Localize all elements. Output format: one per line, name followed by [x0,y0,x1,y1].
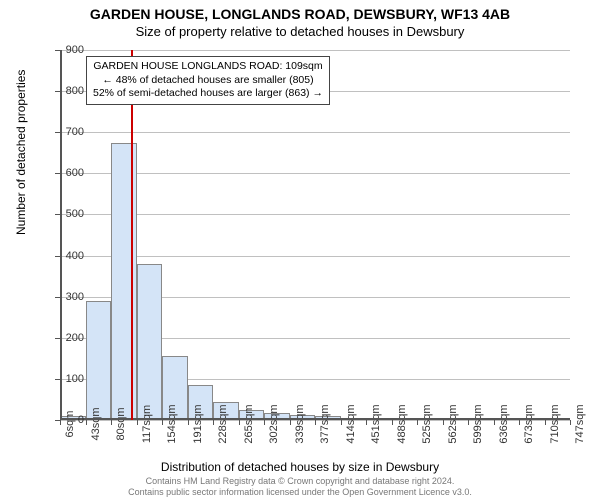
x-tick-label: 265sqm [243,404,255,443]
x-tick-label: 80sqm [115,407,127,440]
x-axis-label: Distribution of detached houses by size … [0,460,600,474]
x-tick [366,420,367,425]
x-tick-label: 6sqm [64,411,76,438]
x-tick-label: 599sqm [472,404,484,443]
x-tick-label: 414sqm [345,404,357,443]
x-tick [494,420,495,425]
x-tick-label: 339sqm [294,404,306,443]
x-tick-label: 747sqm [574,404,586,443]
property-marker-line [131,50,133,420]
y-tick-label: 700 [66,126,84,138]
x-tick-label: 525sqm [421,404,433,443]
x-tick [341,420,342,425]
y-axis [60,50,62,420]
x-tick-label: 710sqm [549,404,561,443]
chart-plot-area: 6sqm43sqm80sqm117sqm154sqm191sqm228sqm26… [60,50,570,420]
x-tick-label: 43sqm [90,407,102,440]
x-tick [137,420,138,425]
page-title-subtitle: Size of property relative to detached ho… [0,22,600,43]
y-tick-label: 400 [66,250,84,262]
x-tick [545,420,546,425]
x-tick [290,420,291,425]
x-tick [162,420,163,425]
x-tick [111,420,112,425]
y-tick-label: 500 [66,208,84,220]
x-tick-label: 302sqm [268,404,280,443]
x-tick-label: 488sqm [396,404,408,443]
x-axis [60,418,570,420]
x-tick-label: 377sqm [319,404,331,443]
x-tick-label: 636sqm [498,404,510,443]
x-tick-label: 154sqm [166,404,178,443]
x-tick [519,420,520,425]
x-tick [392,420,393,425]
x-tick-label: 673sqm [523,404,535,443]
histogram-bar [86,301,112,420]
page-title-address: GARDEN HOUSE, LONGLANDS ROAD, DEWSBURY, … [0,0,600,22]
x-tick [60,420,61,425]
y-tick-label: 300 [66,291,84,303]
y-axis-label: Number of detached properties [14,70,28,235]
callout-line-3: 52% of semi-detached houses are larger (… [93,87,323,101]
footer-attribution: Contains HM Land Registry data © Crown c… [0,476,600,498]
grid-line [60,173,570,174]
y-tick-label: 100 [66,373,84,385]
x-tick [239,420,240,425]
y-tick-label: 800 [66,85,84,97]
x-tick [264,420,265,425]
grid-line [60,256,570,257]
x-tick-label: 451sqm [370,404,382,443]
property-callout-box: GARDEN HOUSE LONGLANDS ROAD: 109sqm ← 48… [86,56,330,105]
x-tick-label: 562sqm [447,404,459,443]
y-tick-label: 0 [78,414,84,426]
x-tick-label: 191sqm [192,404,204,443]
footer-line-1: Contains HM Land Registry data © Crown c… [0,476,600,487]
x-tick [443,420,444,425]
grid-line [60,214,570,215]
x-tick [468,420,469,425]
x-tick [86,420,87,425]
x-tick [315,420,316,425]
x-tick [570,420,571,425]
callout-line-1: GARDEN HOUSE LONGLANDS ROAD: 109sqm [93,60,323,74]
callout-line-2: ← 48% of detached houses are smaller (80… [93,74,323,88]
x-tick-label: 228sqm [217,404,229,443]
x-tick-label: 117sqm [141,405,153,443]
y-tick-label: 900 [66,44,84,56]
x-tick [188,420,189,425]
grid-line [60,132,570,133]
y-tick-label: 600 [66,167,84,179]
footer-line-2: Contains public sector information licen… [0,487,600,498]
y-tick-label: 200 [66,332,84,344]
grid-line [60,50,570,51]
x-tick [213,420,214,425]
histogram-bar [137,264,163,420]
x-tick [417,420,418,425]
